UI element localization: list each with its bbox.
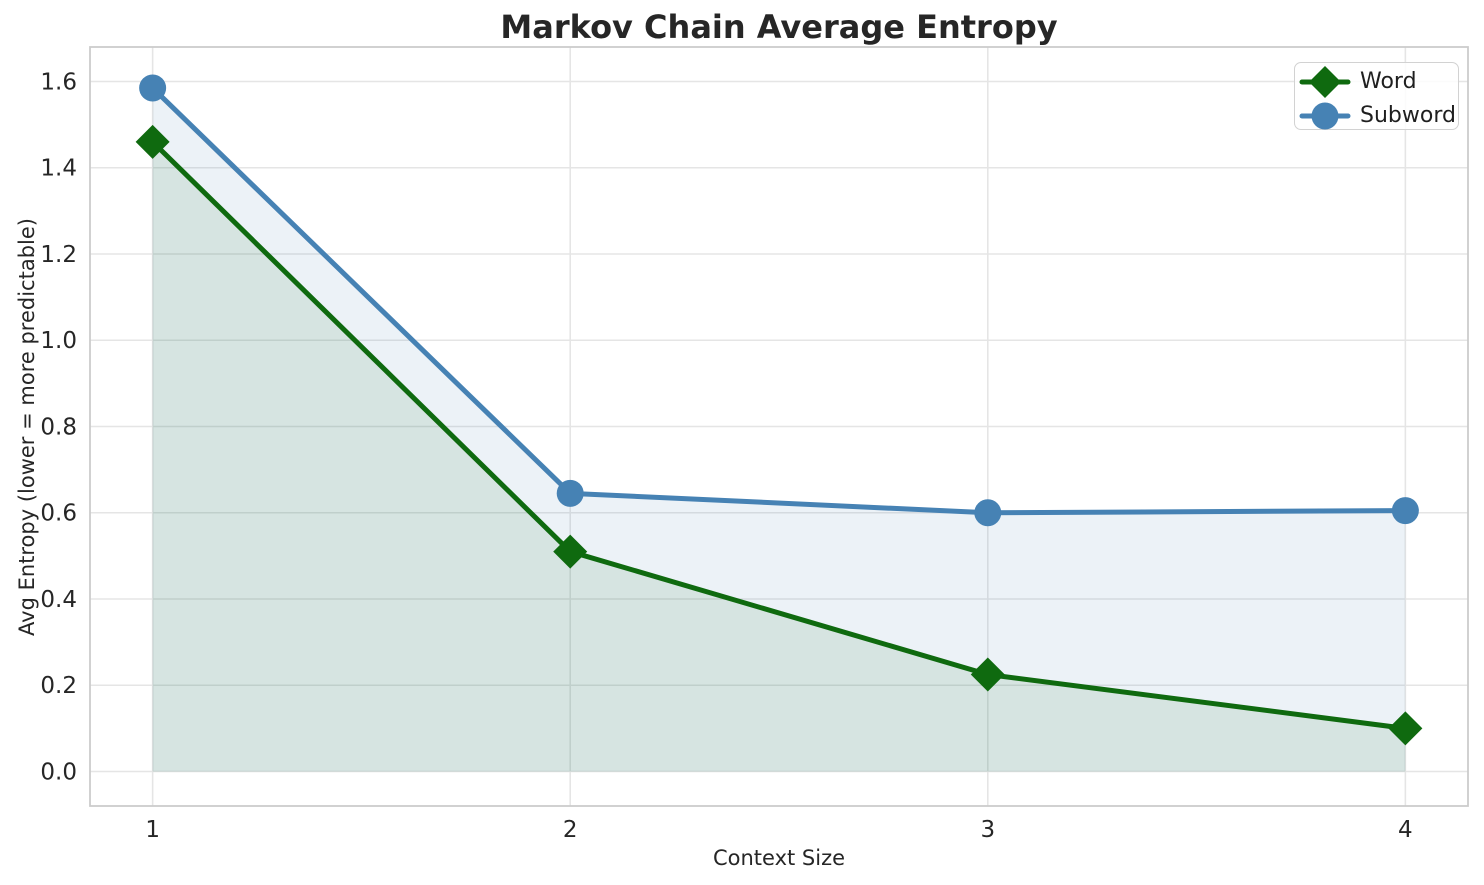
legend-label-word: Word xyxy=(1360,69,1417,94)
x-tick-label: 4 xyxy=(1398,817,1413,843)
subword-circle-marker xyxy=(974,499,1002,527)
y-tick-label: 0.4 xyxy=(40,587,77,613)
y-tick-label: 0.2 xyxy=(40,673,77,699)
word-diamond-legend-icon xyxy=(1299,66,1351,98)
series-subword-area xyxy=(152,87,1406,772)
series-word-line xyxy=(150,139,1408,731)
word-diamond-marker xyxy=(970,657,1005,692)
legend-item-subword: Subword xyxy=(1299,99,1456,133)
legend-label-subword: Subword xyxy=(1360,103,1456,128)
subword-circle-legend-icon xyxy=(1299,102,1351,130)
tick-labels: 1 2 3 4 0.0 0.2 0.4 0.6 0.8 1.0 1.2 1.4 1.6 xyxy=(40,69,1412,843)
legend-circle xyxy=(1311,102,1339,130)
subword-circle-marker xyxy=(556,479,584,507)
y-tick-label: 1.6 xyxy=(40,69,77,95)
legend-item-word: Word xyxy=(1299,65,1454,99)
word-diamond-marker xyxy=(135,124,170,159)
axes-frame xyxy=(89,46,1469,807)
y-tick-label: 0.8 xyxy=(40,414,77,440)
series-word xyxy=(135,124,1423,746)
y-tick-label: 1.4 xyxy=(40,156,77,182)
word-diamond-marker xyxy=(553,534,588,569)
legend: Word Subword xyxy=(1294,62,1459,130)
subword-circle-marker xyxy=(139,74,167,102)
x-axis-label: Context Size xyxy=(712,846,846,870)
series-subword xyxy=(139,74,1419,527)
x-tick-label: 1 xyxy=(145,817,160,843)
y-tick-label: 0.0 xyxy=(40,759,77,785)
word-diamond-marker xyxy=(1388,711,1423,746)
x-tick-label: 3 xyxy=(980,817,995,843)
series-word-area xyxy=(152,141,1406,772)
y-tick-label: 1.0 xyxy=(40,328,77,354)
y-tick-label: 0.6 xyxy=(40,501,77,527)
y-tick-label: 1.2 xyxy=(40,242,77,268)
x-tick-label: 2 xyxy=(563,817,578,843)
legend-diamond xyxy=(1309,66,1341,98)
subword-circle-marker xyxy=(1391,497,1419,525)
chart-title: Markov Chain Average Entropy xyxy=(500,8,1058,46)
area-fills xyxy=(152,87,1406,772)
series-subword-line xyxy=(150,85,1408,516)
